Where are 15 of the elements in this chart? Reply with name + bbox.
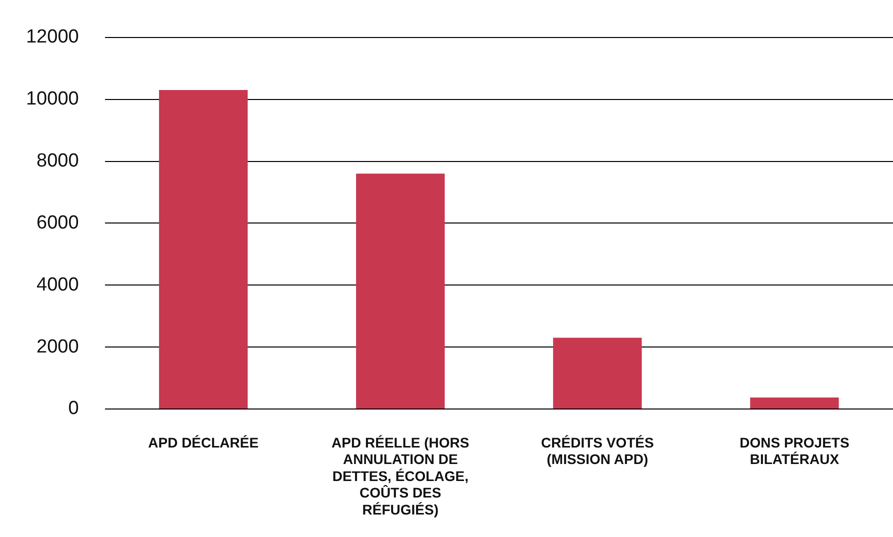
bar <box>750 398 839 408</box>
y-tick-label: 2000 <box>36 336 79 358</box>
y-tick-label: 6000 <box>36 212 79 234</box>
y-tick-label: 0 <box>68 398 79 420</box>
y-tick-label: 12000 <box>26 26 79 48</box>
bar <box>356 174 445 408</box>
y-tick-label: 8000 <box>36 150 79 172</box>
y-tick-label: 4000 <box>36 274 79 296</box>
y-tick-label: 10000 <box>26 88 79 110</box>
x-tick-label: DONS PROJETS BILATÉRAUX <box>740 434 850 468</box>
x-tick-label: APD RÉELLE (HORS ANNULATION DE DETTES, ÉCOLAGE, COÛTS DES RÉFUGIÉS) <box>332 434 470 518</box>
x-tick-label: APD DÉCLARÉE <box>148 434 259 450</box>
bar <box>159 90 248 408</box>
x-tick-label: CRÉDITS VOTÉS (MISSION APD) <box>541 434 654 468</box>
bar <box>553 338 642 408</box>
